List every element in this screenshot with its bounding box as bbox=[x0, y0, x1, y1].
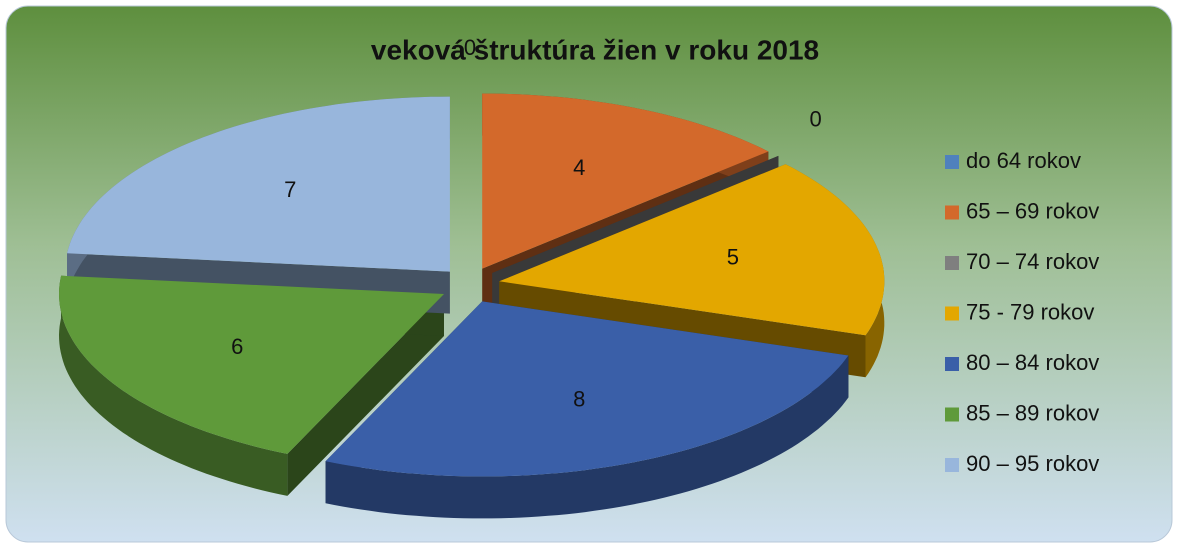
data-label: 0 bbox=[464, 35, 476, 60]
data-label: 8 bbox=[573, 386, 585, 411]
slice-outer-wall bbox=[59, 275, 288, 496]
slice bbox=[499, 164, 885, 336]
legend-swatch bbox=[945, 205, 959, 220]
data-label: 6 bbox=[231, 334, 243, 359]
legend-label: 90 – 95 rokov bbox=[966, 451, 1099, 476]
legend-swatch bbox=[945, 155, 959, 169]
slice-radial-wall bbox=[287, 294, 444, 496]
legend-label: do 64 rokov bbox=[966, 148, 1081, 173]
legend-swatch bbox=[945, 256, 959, 270]
slice bbox=[482, 93, 769, 269]
legend-label: 65 – 69 rokov bbox=[966, 198, 1099, 223]
data-label: 7 bbox=[284, 177, 296, 202]
data-label: 4 bbox=[573, 155, 585, 180]
slice-outer-wall bbox=[325, 355, 849, 519]
chart-title: veková štruktúra žien v roku 2018 bbox=[371, 34, 819, 65]
legend-label: 85 – 89 rokov bbox=[966, 400, 1099, 425]
slice bbox=[59, 275, 444, 454]
legend-label: 75 - 79 rokov bbox=[966, 299, 1094, 324]
data-label: 0 bbox=[809, 106, 821, 131]
legend-swatch bbox=[945, 458, 959, 472]
legend-swatch bbox=[945, 306, 959, 321]
legend-label: 70 – 74 rokov bbox=[966, 249, 1099, 274]
slice bbox=[325, 301, 849, 477]
legend-swatch bbox=[945, 407, 959, 422]
data-label: 5 bbox=[727, 245, 739, 270]
slice bbox=[67, 96, 450, 272]
legend-label: 80 – 84 rokov bbox=[966, 350, 1099, 375]
legend-swatch bbox=[945, 357, 959, 371]
